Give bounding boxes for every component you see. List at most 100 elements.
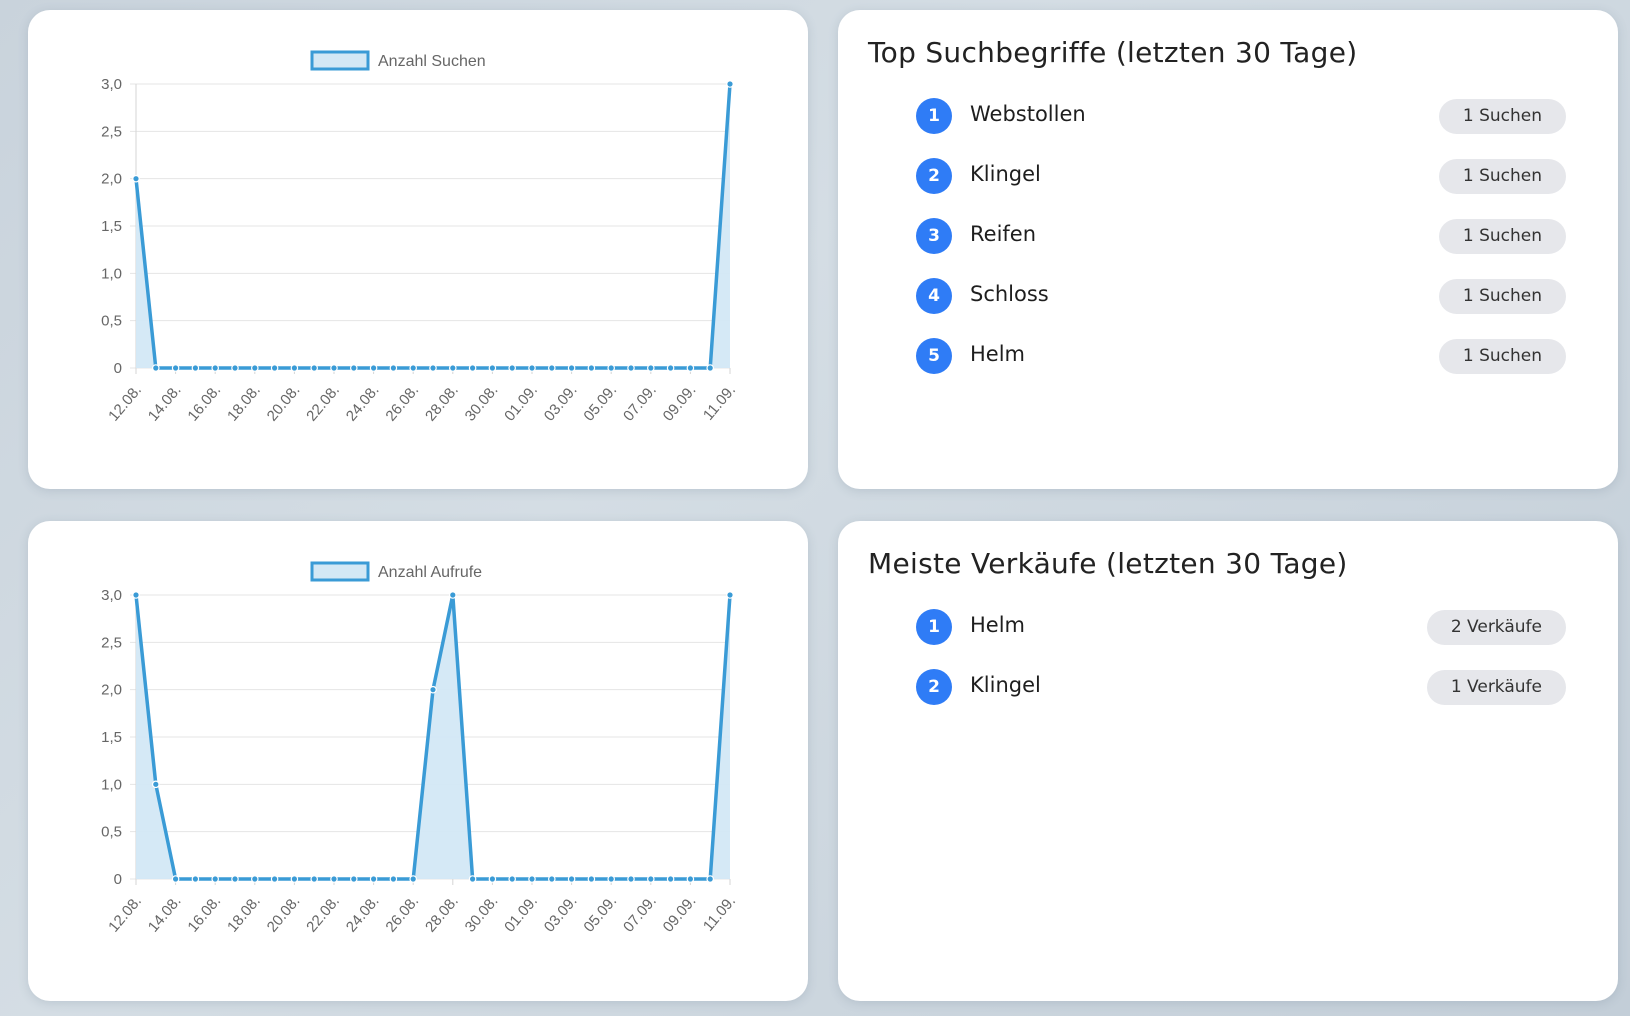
data-point[interactable] (429, 685, 437, 694)
x-tick-label: 30.08. (462, 893, 502, 936)
data-point[interactable] (587, 875, 596, 883)
data-point[interactable] (528, 364, 536, 372)
x-tick-label: 26.08. (382, 382, 422, 425)
data-point[interactable] (369, 364, 378, 372)
data-point[interactable] (171, 875, 180, 883)
data-point[interactable] (349, 875, 358, 883)
legend-swatch (310, 561, 370, 582)
data-point[interactable] (706, 364, 715, 372)
rank-badge: 3 (916, 218, 952, 254)
list-item[interactable]: 3 Reifen 1 Suchen (916, 218, 1566, 278)
data-point[interactable] (310, 364, 319, 372)
x-tick-label: 16.08. (184, 382, 224, 425)
data-point[interactable] (211, 875, 220, 883)
data-point[interactable] (211, 364, 220, 372)
data-point[interactable] (330, 875, 338, 883)
legend: Anzahl Suchen (310, 50, 486, 71)
list-item[interactable]: 5 Helm 1 Suchen (916, 338, 1566, 398)
x-tick-label: 20.08. (264, 893, 304, 936)
x-tick-label: 24.08. (343, 382, 383, 425)
data-point[interactable] (627, 875, 635, 883)
data-point[interactable] (191, 875, 200, 883)
data-point[interactable] (152, 780, 160, 789)
data-point[interactable] (528, 875, 536, 883)
data-point[interactable] (132, 591, 140, 599)
data-point[interactable] (666, 364, 675, 372)
y-tick-label: 3,0 (101, 587, 122, 604)
top-search-terms-title: Top Suchbegriffe (letzten 30 Tage) (868, 36, 1358, 69)
data-point[interactable] (468, 875, 477, 883)
top-search-terms-list: 1 Webstollen 1 Suchen 2 Klingel 1 Suchen… (916, 98, 1566, 398)
data-point[interactable] (369, 875, 378, 883)
data-point[interactable] (330, 364, 338, 372)
rank-badge: 5 (916, 338, 952, 374)
data-point[interactable] (152, 364, 160, 372)
data-point[interactable] (231, 875, 239, 883)
data-point[interactable] (349, 364, 358, 372)
data-point[interactable] (448, 364, 457, 372)
data-point[interactable] (646, 364, 655, 372)
data-point[interactable] (627, 364, 635, 372)
x-tick-label: 18.08. (224, 382, 264, 425)
data-point[interactable] (290, 364, 299, 372)
data-point[interactable] (251, 875, 259, 883)
x-tick-label: 05.09. (580, 382, 620, 425)
data-point[interactable] (587, 364, 596, 372)
x-tick-label: 18.08. (224, 893, 264, 936)
data-point[interactable] (429, 364, 437, 372)
search-count-chart: Anzahl Suchen 0 0,5 1,0 1,5 2,0 2,5 3,0 12.08. 14… (101, 50, 739, 425)
data-point[interactable] (448, 591, 457, 599)
data-point[interactable] (726, 591, 734, 599)
data-point[interactable] (409, 875, 418, 883)
y-tick-label: 2,5 (101, 123, 122, 140)
x-tick-label: 07.09. (620, 382, 660, 425)
data-point[interactable] (231, 364, 239, 372)
data-point[interactable] (726, 80, 734, 88)
legend-swatch (310, 50, 370, 71)
data-point[interactable] (607, 364, 616, 372)
data-point[interactable] (508, 875, 517, 883)
y-tick-label: 2,5 (101, 634, 122, 651)
x-tick-label: 28.08. (422, 893, 462, 936)
list-item[interactable]: 2 Klingel 1 Suchen (916, 158, 1566, 218)
data-point[interactable] (547, 875, 556, 883)
data-point[interactable] (310, 875, 319, 883)
data-point[interactable] (409, 364, 418, 372)
x-tick-label: 28.08. (422, 382, 462, 425)
data-point[interactable] (389, 875, 398, 883)
x-tick-label: 03.09. (541, 382, 581, 425)
data-point[interactable] (270, 875, 279, 883)
data-point[interactable] (508, 364, 517, 372)
data-point[interactable] (646, 875, 655, 883)
x-tick-label: 05.09. (580, 893, 620, 936)
x-tick-label: 12.08. (105, 382, 145, 425)
list-item[interactable]: 1 Webstollen 1 Suchen (916, 98, 1566, 158)
data-point[interactable] (290, 875, 299, 883)
data-point[interactable] (132, 174, 140, 183)
rank-badge: 4 (916, 278, 952, 314)
y-tick-label: 0,5 (101, 313, 122, 330)
top-search-terms-card: Top Suchbegriffe (letzten 30 Tage) 1 Web… (838, 10, 1618, 489)
x-tick-label: 14.08. (145, 893, 185, 936)
data-point[interactable] (251, 364, 259, 372)
data-point[interactable] (547, 364, 556, 372)
data-point[interactable] (468, 364, 477, 372)
data-point[interactable] (389, 364, 398, 372)
list-item[interactable]: 1 Helm 2 Verkäufe (916, 609, 1566, 669)
data-point[interactable] (488, 875, 497, 883)
data-point[interactable] (686, 364, 695, 372)
y-tick-label: 1,0 (101, 776, 122, 793)
data-point[interactable] (607, 875, 616, 883)
list-item[interactable]: 4 Schloss 1 Suchen (916, 278, 1566, 338)
data-point[interactable] (666, 875, 675, 883)
data-point[interactable] (567, 364, 576, 372)
list-item[interactable]: 2 Klingel 1 Verkäufe (916, 669, 1566, 729)
data-point[interactable] (686, 875, 695, 883)
data-point[interactable] (488, 364, 497, 372)
data-point[interactable] (270, 364, 279, 372)
data-point[interactable] (706, 875, 715, 883)
y-tick-label: 2,0 (101, 171, 122, 188)
data-point[interactable] (171, 364, 180, 372)
data-point[interactable] (567, 875, 576, 883)
data-point[interactable] (191, 364, 200, 372)
